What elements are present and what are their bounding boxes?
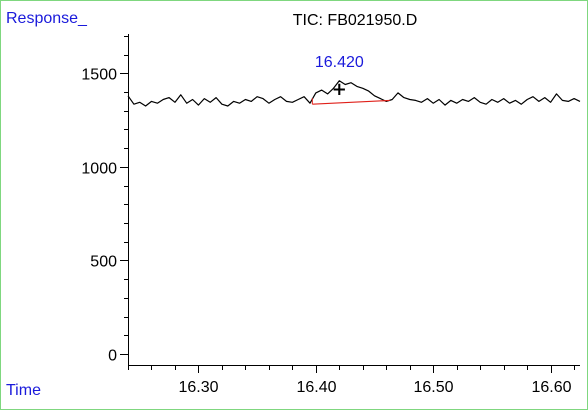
y-axis-label: Response_ [6, 10, 88, 27]
peak-apex-marker: + [332, 79, 347, 100]
y-tick-label: 500 [90, 254, 117, 271]
x-tick-label: 16.40 [296, 379, 336, 396]
x-axis-label: Time [6, 382, 41, 399]
integration-baseline [312, 99, 390, 105]
x-tick-label: 16.30 [178, 379, 218, 396]
y-tick-label: 1000 [81, 161, 117, 178]
series-layer [127, 80, 581, 107]
x-tick-label: 16.50 [413, 379, 453, 396]
x-tick-label: 16.60 [531, 379, 571, 396]
chart-title: TIC: FB021950.D [293, 12, 418, 29]
ticks-layer: 0 500 1000 1500 16.30 16.40 16.50 16.60 [81, 36, 575, 396]
tic-series-line [127, 80, 581, 107]
peak-retention-label: 16.420 [315, 54, 364, 71]
y-tick-label: 0 [108, 348, 117, 365]
y-tick-label: 1500 [81, 67, 117, 84]
annotation-layer: +16.420 [311, 54, 390, 105]
